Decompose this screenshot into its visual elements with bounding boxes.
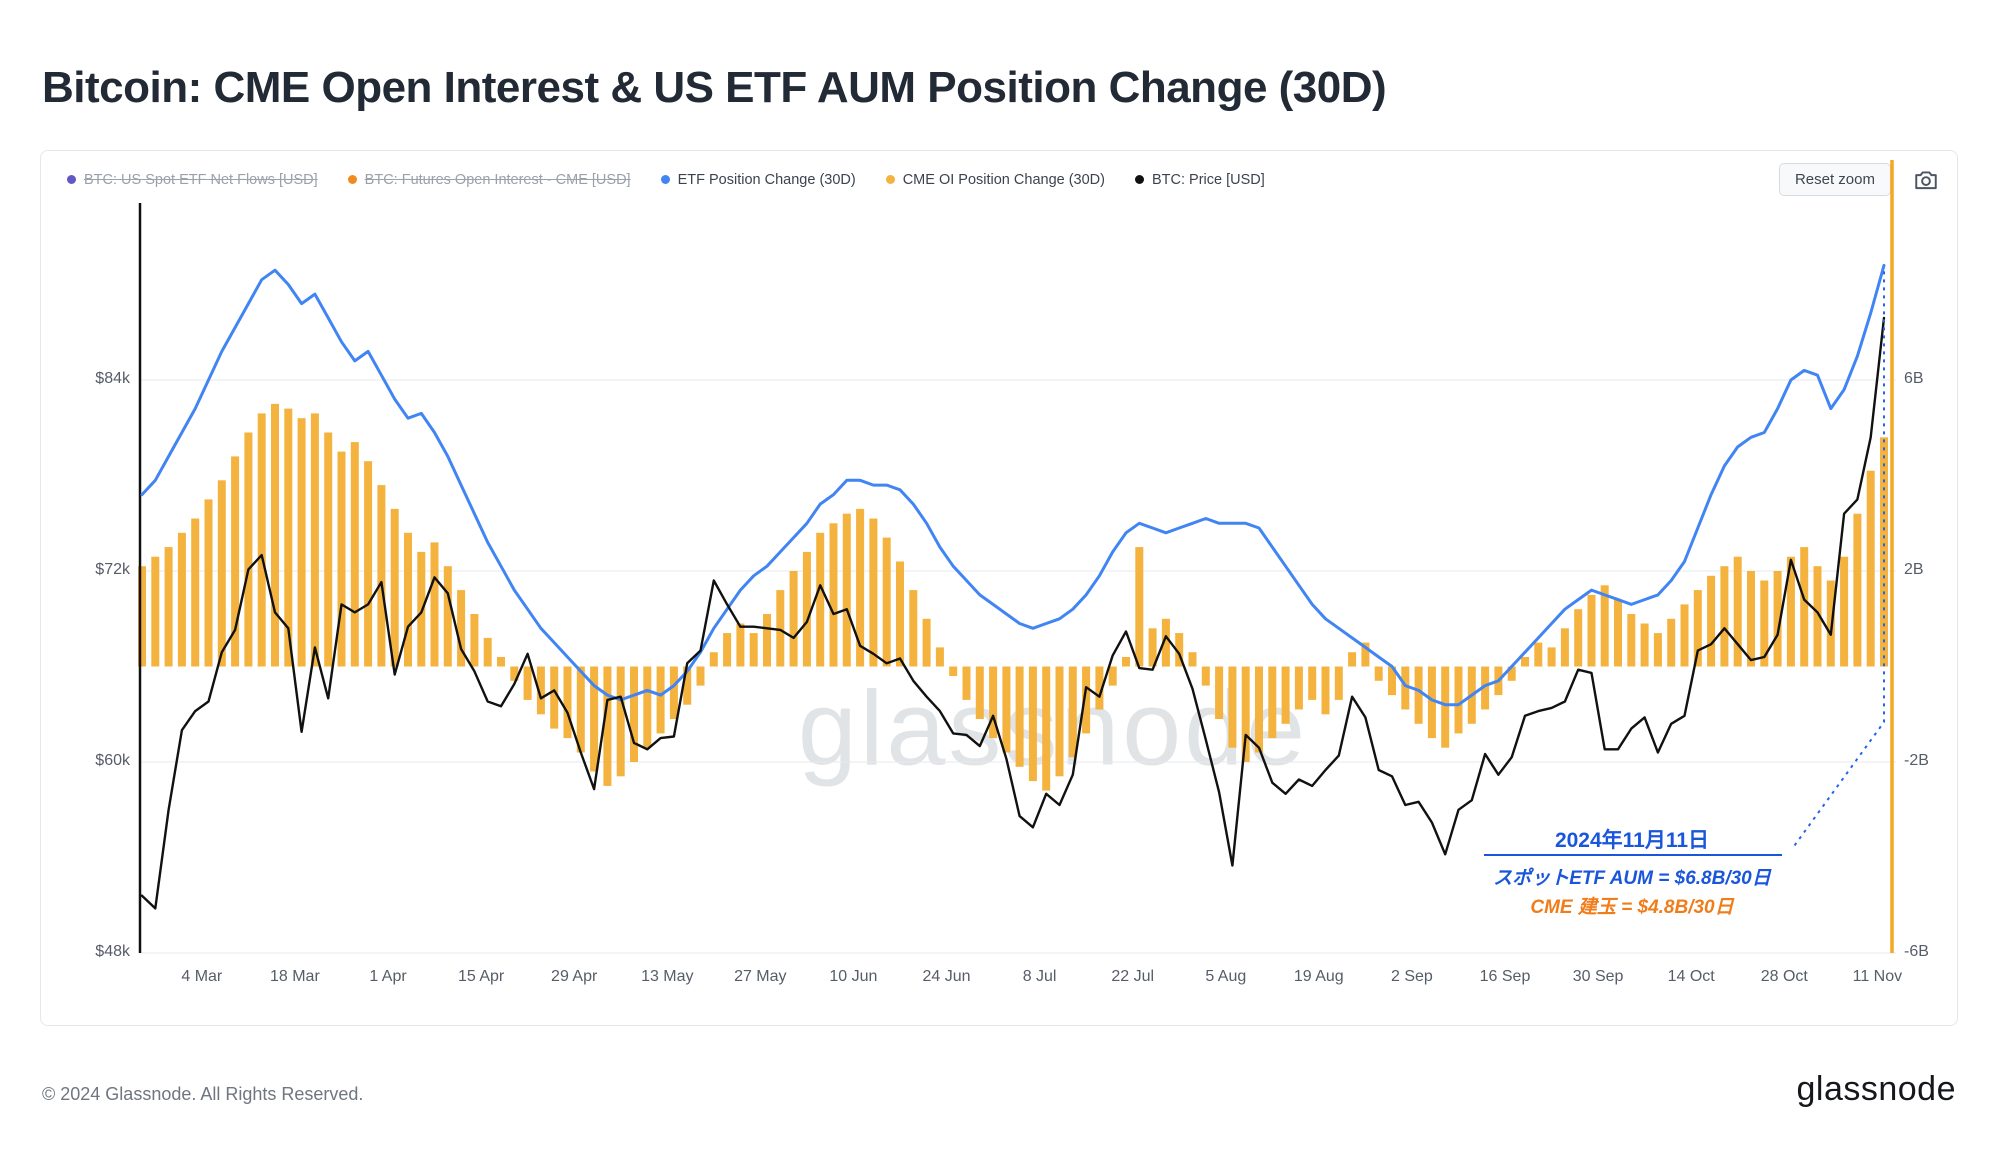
legend-item[interactable]: ETF Position Change (30D) — [660, 171, 856, 188]
x-axis-tick-label: 29 Apr — [551, 968, 598, 985]
annotation-date: 2024年11月11日 — [1554, 829, 1710, 852]
legend-item[interactable]: CME OI Position Change (30D) — [885, 171, 1105, 188]
camera-icon[interactable] — [1913, 167, 1939, 193]
legend-color-dot — [1134, 175, 1144, 184]
legend-color-dot — [347, 175, 357, 184]
legend-item[interactable]: BTC: US Spot ETF Net Flows [USD] — [67, 172, 318, 188]
x-axis-tick-label: 27 May — [734, 968, 787, 985]
legend-label: CME OI Position Change (30D) — [902, 171, 1105, 188]
x-axis-tick-label: 1 Apr — [369, 968, 407, 985]
x-axis-tick-label: 15 Apr — [457, 968, 505, 985]
glassnode-logo: glassnode — [1796, 1070, 1956, 1108]
legend-color-dot — [885, 175, 895, 184]
footer-copyright: © 2024 Glassnode. All Rights Reserved. — [42, 1084, 364, 1104]
x-axis-tick-label: 5 Aug — [1205, 968, 1247, 985]
legend-item[interactable]: BTC: Futures Open Interest - CME [USD] — [347, 171, 631, 188]
page-title: Bitcoin: CME Open Interest & US ETF AUM … — [42, 63, 1387, 113]
annotation-etf-line: スポットETF AUM = $6.8B/30日 — [1493, 868, 1771, 889]
x-axis-tick-label: 16 Sep — [1479, 968, 1531, 985]
x-axis-tick-label: 18 Mar — [269, 968, 320, 985]
x-axis-tick-label: 13 May — [641, 968, 694, 985]
legend-item[interactable]: BTC: Price [USD] — [1134, 171, 1265, 188]
legend-color-dot — [67, 175, 76, 184]
left-axis-label: $60k — [95, 752, 130, 769]
right-axis-label: 2B — [1904, 561, 1924, 578]
legend-color-dot — [660, 175, 670, 184]
x-axis-tick-label: 11 Nov — [1852, 968, 1903, 985]
legend-row: BTC: US Spot ETF Net Flows [USD] BTC: Fut… — [67, 163, 1939, 196]
legend-label: BTC: US Spot ETF Net Flows [USD] — [84, 171, 318, 188]
left-axis-label: $72k — [95, 561, 130, 578]
x-axis-tick-label: 22 Jul — [1111, 968, 1155, 985]
x-axis-tick-label: 8 Jul — [1022, 968, 1057, 985]
x-axis-tick-label: 4 Mar — [181, 968, 223, 985]
annotation-cme-line: CME 建玉 = $4.8B/30日 — [1530, 897, 1734, 918]
legend-label: ETF Position Change (30D) — [677, 171, 856, 188]
right-axis-label: -6B — [1904, 943, 1929, 960]
left-axis-label: $84k — [95, 370, 130, 387]
x-axis-tick-label: 10 Jun — [829, 968, 878, 985]
right-axis-label: 6B — [1904, 370, 1924, 387]
reset-zoom-button[interactable]: Reset zoom — [1778, 163, 1891, 196]
legend-label: BTC: Futures Open Interest - CME [USD] — [364, 171, 631, 188]
left-axis-label: $48k — [95, 943, 130, 960]
x-axis-tick-label: 28 Oct — [1760, 968, 1808, 985]
chart-toolbar: Reset zoom — [1778, 163, 1939, 196]
x-axis-tick-label: 14 Oct — [1667, 968, 1715, 985]
annotation-underline — [1484, 854, 1782, 856]
x-axis-tick-label: 2 Sep — [1390, 968, 1433, 985]
legend-items: BTC: US Spot ETF Net Flows [USD] BTC: Fut… — [67, 172, 1265, 188]
x-axis-tick-label: 19 Aug — [1293, 968, 1344, 985]
right-axis-label: -2B — [1904, 752, 1929, 769]
x-axis-tick-label: 30 Sep — [1572, 968, 1624, 985]
x-axis-tick-label: 24 Jun — [922, 968, 971, 985]
legend-label: BTC: Price [USD] — [1151, 171, 1265, 188]
